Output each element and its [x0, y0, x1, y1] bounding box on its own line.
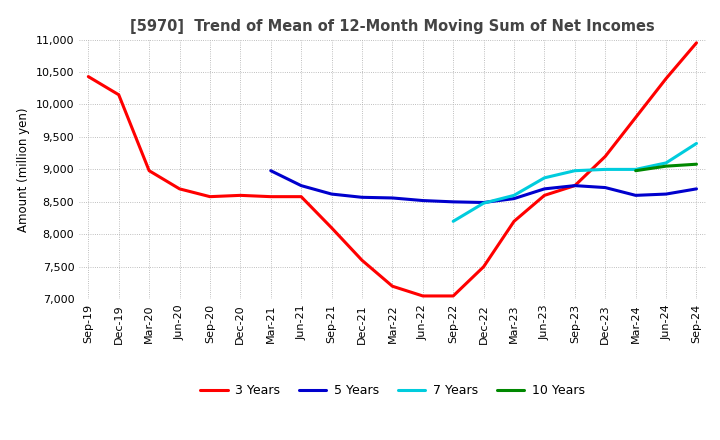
- Line: 5 Years: 5 Years: [271, 171, 696, 202]
- 3 Years: [601, 154, 610, 159]
- 7 Years: [449, 219, 457, 224]
- 3 Years: [297, 194, 305, 199]
- 5 Years: [266, 168, 275, 173]
- 3 Years: [510, 219, 518, 224]
- 7 Years: [662, 160, 670, 165]
- 5 Years: [328, 191, 336, 197]
- 3 Years: [662, 76, 670, 81]
- Legend: 3 Years, 5 Years, 7 Years, 10 Years: 3 Years, 5 Years, 7 Years, 10 Years: [195, 379, 590, 402]
- 5 Years: [540, 186, 549, 191]
- Y-axis label: Amount (million yen): Amount (million yen): [17, 107, 30, 231]
- 3 Years: [266, 194, 275, 199]
- 5 Years: [601, 185, 610, 190]
- 5 Years: [662, 191, 670, 197]
- 10 Years: [662, 164, 670, 169]
- 3 Years: [84, 74, 93, 79]
- 7 Years: [631, 167, 640, 172]
- 7 Years: [540, 175, 549, 180]
- 3 Years: [418, 293, 427, 299]
- 10 Years: [631, 168, 640, 173]
- 3 Years: [692, 40, 701, 45]
- 5 Years: [570, 183, 579, 188]
- Line: 10 Years: 10 Years: [636, 164, 696, 171]
- Line: 7 Years: 7 Years: [453, 143, 696, 221]
- 5 Years: [449, 199, 457, 205]
- 3 Years: [236, 193, 245, 198]
- 5 Years: [692, 186, 701, 191]
- 7 Years: [601, 167, 610, 172]
- 7 Years: [570, 168, 579, 173]
- 5 Years: [358, 194, 366, 200]
- 3 Years: [631, 115, 640, 120]
- 5 Years: [480, 200, 488, 205]
- Line: 3 Years: 3 Years: [89, 43, 696, 296]
- 7 Years: [692, 141, 701, 146]
- 10 Years: [692, 161, 701, 167]
- 3 Years: [175, 186, 184, 191]
- 3 Years: [388, 283, 397, 289]
- 3 Years: [449, 293, 457, 299]
- 3 Years: [145, 168, 153, 173]
- 5 Years: [418, 198, 427, 203]
- 5 Years: [297, 183, 305, 188]
- 3 Years: [114, 92, 123, 97]
- 7 Years: [510, 193, 518, 198]
- 5 Years: [388, 195, 397, 201]
- 3 Years: [358, 257, 366, 263]
- 5 Years: [631, 193, 640, 198]
- 5 Years: [510, 196, 518, 201]
- 3 Years: [540, 193, 549, 198]
- Title: [5970]  Trend of Mean of 12-Month Moving Sum of Net Incomes: [5970] Trend of Mean of 12-Month Moving …: [130, 19, 654, 34]
- 3 Years: [206, 194, 215, 199]
- 7 Years: [480, 201, 488, 206]
- 3 Years: [328, 225, 336, 231]
- 3 Years: [570, 183, 579, 188]
- 3 Years: [480, 264, 488, 269]
